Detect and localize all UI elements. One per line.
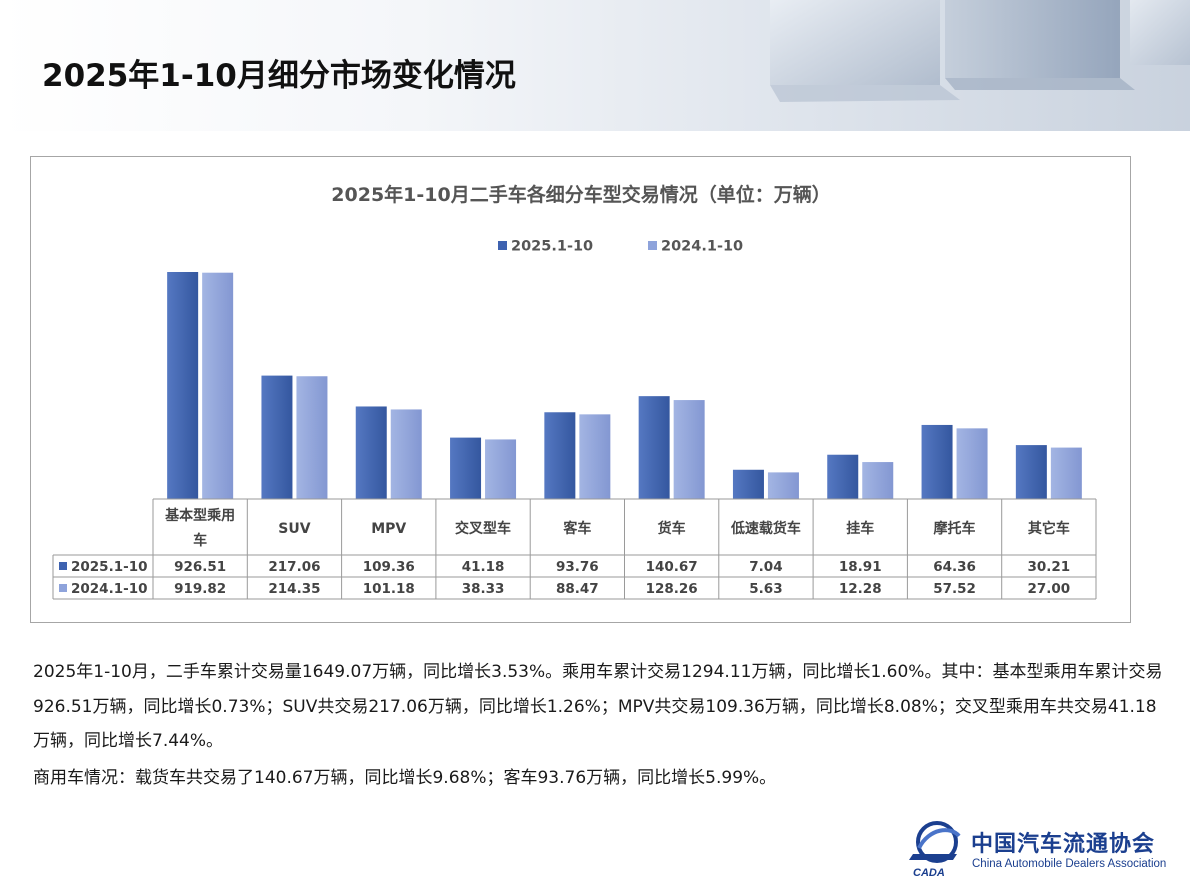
data-label-2-10: 27.00 <box>1027 581 1070 597</box>
data-label-1-5: 93.76 <box>556 559 599 575</box>
data-label-1-7: 7.04 <box>749 559 782 575</box>
data-label-1-9: 64.36 <box>933 559 976 575</box>
bar-chart: 2025年1-10月二手车各细分车型交易情况（单位：万辆） 2025.1-10 20… <box>52 183 1097 600</box>
bar-1-2 <box>261 375 293 499</box>
data-label-1-10: 30.21 <box>1027 559 1070 575</box>
data-label-2-2: 214.35 <box>268 581 320 597</box>
data-label-2-8: 12.28 <box>839 581 882 597</box>
bar-1-4 <box>450 437 482 499</box>
bar-1-3 <box>355 406 387 499</box>
data-label-1-3: 109.36 <box>363 559 415 575</box>
bar-2-1 <box>202 272 234 499</box>
header-decoration <box>770 0 1190 102</box>
bar-1-9 <box>921 424 953 499</box>
table-legend-key-2 <box>59 584 67 592</box>
bar-2-10 <box>1050 447 1082 499</box>
data-label-1-8: 18.91 <box>839 559 882 575</box>
bar-2-8 <box>862 462 894 499</box>
data-label-2-3: 101.18 <box>363 581 415 597</box>
bar-1-10 <box>1015 445 1047 499</box>
data-label-1-4: 41.18 <box>462 559 505 575</box>
logo-english-name: China Automobile Dealers Association <box>972 858 1167 870</box>
bar-1-5 <box>544 412 576 499</box>
category-label-2: SUV <box>278 521 310 537</box>
data-label-1-2: 217.06 <box>268 559 320 575</box>
category-label-9: 摩托车 <box>934 520 976 537</box>
category-label-10: 其它车 <box>1028 520 1070 537</box>
bar-2-7 <box>767 472 799 499</box>
bar-2-5 <box>579 414 611 499</box>
category-label-1-line1: 基本型乘用 <box>165 507 235 524</box>
data-label-1-6: 140.67 <box>646 559 698 575</box>
bar-2-2 <box>296 376 328 499</box>
category-label-7: 低速载货车 <box>730 520 801 537</box>
summary-text: 2025年1-10月，二手车累计交易量1649.07万辆，同比增长3.53%。乘… <box>33 655 1163 795</box>
chart-title: 2025年1-10月二手车各细分车型交易情况（单位：万辆） <box>331 183 830 206</box>
data-label-2-4: 38.33 <box>462 581 505 597</box>
data-label-2-5: 88.47 <box>556 581 599 597</box>
category-label-1-line2: 车 <box>193 532 207 549</box>
logo-mark-text: CADA <box>913 867 945 879</box>
chart-container: 2025年1-10月二手车各细分车型交易情况（单位：万辆） 2025.1-10 20… <box>30 156 1131 623</box>
summary-paragraph-1: 2025年1-10月，二手车累计交易量1649.07万辆，同比增长3.53%。乘… <box>33 662 1163 751</box>
data-label-2-7: 5.63 <box>749 581 782 597</box>
summary-paragraph-2: 商用车情况：载货车共交易了140.67万辆，同比增长9.68%；客车93.76万… <box>33 767 777 788</box>
cada-emblem-icon: CADA <box>909 821 961 879</box>
category-label-8: 挂车 <box>846 520 874 537</box>
bar-2-4 <box>485 439 517 499</box>
page-title: 2025年1-10月细分市场变化情况 <box>42 58 516 94</box>
bar-2-6 <box>673 400 705 499</box>
data-label-1-1: 926.51 <box>174 559 226 575</box>
bar-1-1 <box>167 272 199 499</box>
bar-1-7 <box>732 469 764 499</box>
cada-logo: CADA 中国汽车流通协会 China Automobile Dealers A… <box>905 818 1185 884</box>
legend-swatch-1 <box>498 241 507 250</box>
data-label-2-6: 128.26 <box>646 581 698 597</box>
category-label-3: MPV <box>371 521 406 537</box>
table-row-label-2: 2024.1-10 <box>71 581 148 597</box>
data-label-2-1: 919.82 <box>174 581 226 597</box>
category-label-6: 货车 <box>657 520 686 537</box>
category-label-4: 交叉型车 <box>455 520 511 537</box>
table-legend-key-1 <box>59 562 67 570</box>
logo-chinese-name: 中国汽车流通协会 <box>971 831 1156 857</box>
bar-2-9 <box>956 428 988 499</box>
legend-label-1: 2025.1-10 <box>511 239 593 255</box>
category-label-5: 客车 <box>562 520 591 537</box>
table-row-label-1: 2025.1-10 <box>71 559 148 575</box>
data-label-2-9: 57.52 <box>933 581 976 597</box>
bar-1-8 <box>827 454 859 499</box>
legend-label-2: 2024.1-10 <box>661 239 743 255</box>
bar-2-3 <box>390 409 422 499</box>
legend-swatch-2 <box>648 241 657 250</box>
bar-1-6 <box>638 396 670 499</box>
header-banner: 2025年1-10月细分市场变化情况 <box>0 0 1190 131</box>
